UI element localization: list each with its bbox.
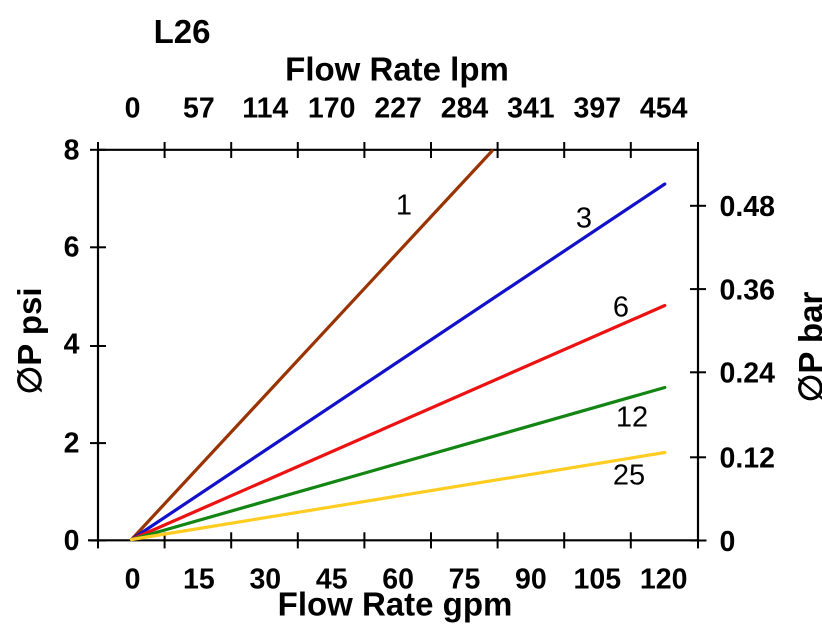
svg-text:6: 6 bbox=[613, 292, 629, 324]
svg-text:0.36: 0.36 bbox=[720, 275, 775, 307]
svg-text:90: 90 bbox=[515, 563, 547, 595]
svg-text:12: 12 bbox=[616, 402, 648, 434]
svg-text:∅P psi: ∅P psi bbox=[11, 287, 48, 394]
svg-text:120: 120 bbox=[640, 563, 688, 595]
svg-text:45: 45 bbox=[316, 563, 348, 595]
svg-text:114: 114 bbox=[242, 93, 288, 125]
svg-text:1: 1 bbox=[396, 190, 412, 222]
svg-text:284: 284 bbox=[441, 93, 489, 125]
svg-text:6: 6 bbox=[64, 231, 80, 263]
svg-text:∅P bar: ∅P bar bbox=[792, 292, 822, 403]
svg-text:227: 227 bbox=[374, 93, 422, 125]
svg-text:L26: L26 bbox=[154, 13, 211, 50]
svg-text:397: 397 bbox=[574, 93, 622, 125]
svg-text:Flow Rate gpm: Flow Rate gpm bbox=[278, 586, 513, 623]
svg-text:0: 0 bbox=[64, 525, 80, 557]
svg-text:30: 30 bbox=[249, 563, 281, 595]
svg-text:0.48: 0.48 bbox=[720, 191, 775, 223]
svg-text:170: 170 bbox=[308, 93, 356, 125]
svg-text:0: 0 bbox=[125, 563, 141, 595]
svg-text:25: 25 bbox=[613, 460, 645, 492]
svg-text:57: 57 bbox=[183, 93, 215, 125]
svg-text:0: 0 bbox=[125, 93, 141, 125]
svg-text:341: 341 bbox=[507, 93, 555, 125]
svg-text:2: 2 bbox=[64, 427, 80, 459]
svg-text:3: 3 bbox=[576, 203, 592, 235]
svg-text:0: 0 bbox=[720, 526, 736, 558]
svg-text:75: 75 bbox=[449, 563, 481, 595]
svg-text:60: 60 bbox=[382, 563, 414, 595]
svg-text:105: 105 bbox=[574, 563, 622, 595]
svg-text:4: 4 bbox=[64, 329, 80, 361]
svg-text:Flow Rate lpm: Flow Rate lpm bbox=[285, 51, 509, 88]
svg-text:8: 8 bbox=[64, 134, 80, 166]
svg-text:0.24: 0.24 bbox=[720, 358, 776, 390]
svg-text:454: 454 bbox=[640, 93, 688, 125]
svg-text:15: 15 bbox=[183, 563, 215, 595]
svg-text:0.12: 0.12 bbox=[720, 443, 775, 475]
